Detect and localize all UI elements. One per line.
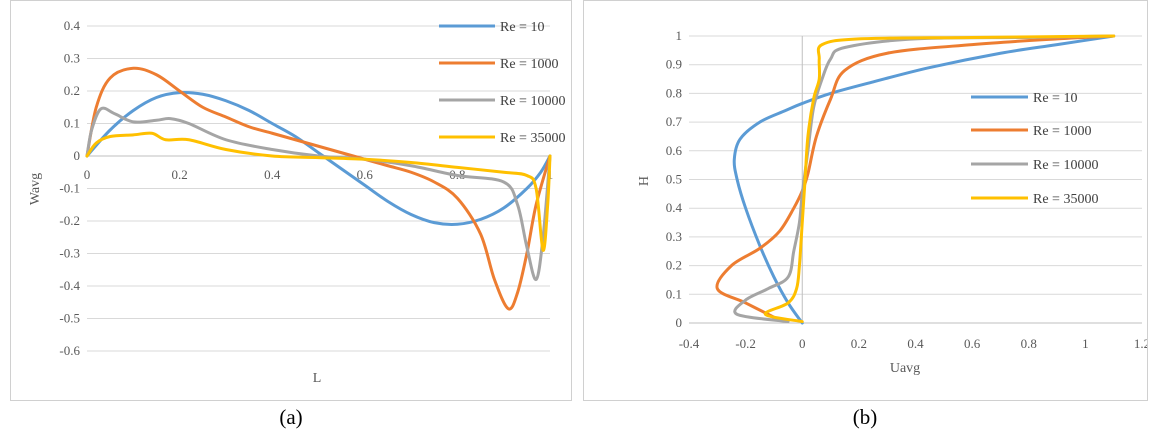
caption-a: (a) — [279, 405, 303, 429]
chart-b-ytick-label: 0.8 — [666, 85, 682, 100]
chart-panel-b: 1 0.9 0.8 0.7 0.6 0.5 0.4 0.3 0.2 0.1 0 -0.4 -0.2 0 0.… — [583, 0, 1150, 401]
chart-b-ytick-label: 0.1 — [666, 286, 682, 301]
chart-b-ytick-label: 0.6 — [666, 143, 683, 158]
chart-b-ytick-label: 0.7 — [666, 114, 683, 129]
chart-b-ytick-label: 0.4 — [666, 200, 683, 215]
chart-panel-a: 0.4 0.3 0.2 0.1 0 -0.1 -0.2 -0.3 -0.4 -0.5 -0.6 0 0.… — [10, 0, 572, 401]
chart-b-xtick-label: -0.4 — [679, 336, 700, 351]
chart-a-xtick-label: 0.2 — [171, 167, 187, 182]
chart-a-xtick-label: 0.4 — [264, 167, 281, 182]
chart-a-series-line-1 — [85, 90, 552, 226]
caption-b: (b) — [852, 405, 878, 429]
chart-b-ytick-label: 0.3 — [666, 229, 682, 244]
chart-a-ytick-label: 0.3 — [64, 51, 80, 66]
chart-a-series-line-3 — [85, 106, 552, 282]
chart-b-xtick-label: 1 — [1082, 336, 1089, 351]
chart-a-y-axis-title: Wavg — [28, 173, 43, 205]
chart-a-ytick-label: -0.2 — [59, 213, 80, 228]
chart-a-ytick-label: -0.1 — [59, 181, 80, 196]
chart-b-xtick-label: 0.2 — [851, 336, 867, 351]
chart-b-legend-label: Re = 10000 — [1033, 158, 1098, 173]
chart-b-xtick-label: 0.6 — [964, 336, 981, 351]
chart-b-xtick-label: 0 — [799, 336, 806, 351]
chart-b-svg: 1 0.9 0.8 0.7 0.6 0.5 0.4 0.3 0.2 0.1 0 -0.4 -0.2 0 0.… — [637, 28, 1150, 376]
chart-a-series-line-4 — [85, 131, 552, 252]
chart-a-legend-label: Re = 1000 — [500, 57, 558, 72]
chart-b-x-axis-title: Uavg — [890, 361, 920, 376]
chart-a-ytick-label: -0.6 — [59, 343, 80, 358]
chart-a-svg: 0.4 0.3 0.2 0.1 0 -0.1 -0.2 -0.3 -0.4 -0.5 -0.6 0 0.… — [28, 18, 565, 386]
chart-a-series-line-2 — [85, 66, 552, 311]
chart-a-ytick-label: 0 — [74, 148, 81, 163]
chart-a-x-axis-title: L — [313, 371, 322, 386]
chart-a-ytick-label: -0.4 — [59, 278, 80, 293]
chart-b-xtick-label: -0.2 — [735, 336, 756, 351]
chart-a-ytick-label: -0.5 — [59, 311, 80, 326]
chart-b-ytick-label: 0.2 — [666, 258, 682, 273]
chart-b-series-line-3 — [733, 34, 1116, 324]
chart-b-legend-label: Re = 1000 — [1033, 124, 1091, 139]
chart-b-xtick-label: 0.4 — [907, 336, 924, 351]
chart-b-series-line-1 — [732, 34, 1116, 325]
chart-a-ytick-label: 0.1 — [64, 116, 80, 131]
chart-b-y-axis-title: H — [637, 176, 652, 186]
chart-b-ytick-label: 0.5 — [666, 172, 682, 187]
chart-b-series-line-4 — [763, 34, 1116, 324]
chart-a-xtick-label: 0.6 — [357, 167, 374, 182]
chart-a-ytick-label: 0.4 — [64, 18, 81, 33]
chart-b-ytick-label: 0.9 — [666, 57, 682, 72]
chart-a-xtick-label: 0 — [84, 167, 91, 182]
chart-b-xtick-label: 1.2 — [1134, 336, 1147, 351]
chart-a-legend-label: Re = 10 — [500, 20, 544, 35]
chart-b-ytick-label: 1 — [676, 28, 683, 43]
chart-a-legend-label: Re = 35000 — [500, 131, 565, 146]
chart-a-ytick-label: 0.2 — [64, 83, 80, 98]
chart-b-xtick-label: 0.8 — [1021, 336, 1037, 351]
chart-b-series-line-2 — [715, 34, 1116, 319]
chart-a-legend-label: Re = 10000 — [500, 94, 565, 109]
chart-b-legend-label: Re = 35000 — [1033, 192, 1098, 207]
chart-b-ytick-label: 0 — [676, 315, 683, 330]
chart-b-legend-label: Re = 10 — [1033, 91, 1077, 106]
chart-a-ytick-label: -0.3 — [59, 246, 80, 261]
